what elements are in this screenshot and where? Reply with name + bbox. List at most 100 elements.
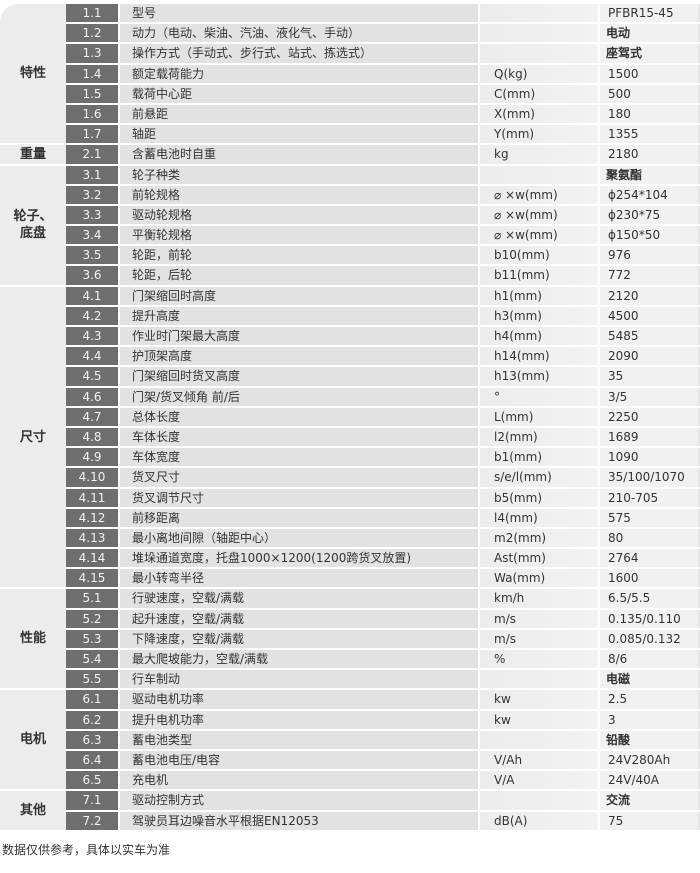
row-unit <box>480 24 598 43</box>
group-label: 电机 <box>0 690 66 790</box>
row-value: 500 <box>600 84 700 103</box>
spec-group: 轮子、 底盘 3.1 轮子种类 聚氨酯 3.2 前轮规格 ⌀ ×w(mm) ϕ254*104 3… <box>0 165 700 287</box>
row-description: 提升电机功率 <box>120 710 478 729</box>
row-value: 2250 <box>600 407 700 426</box>
row-unit <box>480 791 598 810</box>
spec-group: 电机 6.1 驱动电机功率 kw 2.5 6.2 提升电机功率 kw 3 6.3 蓄电池类型 铅酸 6.… <box>0 690 700 792</box>
row-number: 5.4 <box>66 650 118 669</box>
table-row: 4.9 车体宽度 b1(mm) 1090 <box>66 448 700 469</box>
row-value: 1090 <box>600 448 700 467</box>
row-description: 驱动控制方式 <box>120 791 478 810</box>
row-value: 1600 <box>600 569 700 588</box>
row-unit <box>480 165 598 184</box>
row-unit: m/s <box>480 629 598 648</box>
row-unit: b5(mm) <box>480 488 598 507</box>
row-value: 4500 <box>600 306 700 325</box>
row-number: 4.10 <box>66 468 118 487</box>
row-description: 前悬距 <box>120 104 478 124</box>
row-number: 1.2 <box>66 24 118 43</box>
row-unit: h1(mm) <box>480 286 598 305</box>
row-value: 2090 <box>600 347 700 366</box>
row-number: 5.3 <box>66 629 118 648</box>
table-row: 4.14 堆垛通道宽度，托盘1000×1200(1200跨货叉放置) Ast(mm)… <box>66 549 700 570</box>
table-row: 4.10 货叉尺寸 s/e/l(mm) 35/100/1070 <box>66 468 700 489</box>
row-number: 5.5 <box>66 670 118 689</box>
row-description: 最小转弯半径 <box>120 569 478 588</box>
table-row: 5.2 起升速度，空载/满载 m/s 0.135/0.110 <box>66 609 700 630</box>
row-unit: ⌀ ×w(mm) <box>480 205 598 225</box>
row-unit <box>480 4 598 23</box>
row-unit: X(mm) <box>480 104 598 124</box>
row-value: 2180 <box>600 145 700 164</box>
row-description: 作业时门架最大高度 <box>120 327 478 346</box>
row-value: 电动 <box>600 24 700 43</box>
table-row: 5.4 最大爬坡能力，空载/满载% 8/6 <box>66 650 700 671</box>
row-description: 行驶速度，空载/满载 <box>120 589 478 608</box>
row-number: 6.2 <box>66 710 118 729</box>
row-value: 2764 <box>600 549 700 568</box>
row-value: 772 <box>600 266 700 285</box>
row-value: 210-705 <box>600 488 700 507</box>
row-unit <box>480 670 598 689</box>
row-value: PFBR15-45 <box>600 4 700 23</box>
spec-group: 重量 2.1 含蓄电池时自重 kg 2180 <box>0 145 700 166</box>
row-unit: % <box>480 650 598 669</box>
row-number: 4.4 <box>66 347 118 366</box>
row-unit: h4(mm) <box>480 327 598 346</box>
table-row: 6.2 提升电机功率 kw 3 <box>66 710 700 731</box>
table-row: 4.2 提升高度 h3(mm) 4500 <box>66 306 700 327</box>
row-description: 护顶架高度 <box>120 347 478 366</box>
row-description: 载荷中心距 <box>120 84 478 103</box>
row-number: 1.5 <box>66 84 118 103</box>
row-unit: Ast(mm) <box>480 549 598 568</box>
row-unit: ⌀ ×w(mm) <box>480 226 598 245</box>
row-description: 驱动轮规格 <box>120 205 478 225</box>
row-description: 门架缩回时货叉高度 <box>120 367 478 386</box>
row-value: 35 <box>600 367 700 386</box>
row-description: 货叉尺寸 <box>120 468 478 487</box>
row-number: 4.5 <box>66 367 118 386</box>
row-description: 最小离地间隙（轴距中心） <box>120 528 478 548</box>
row-description: 门架/货叉倾角 前/后 <box>120 387 478 406</box>
row-number: 6.4 <box>66 750 118 770</box>
row-value: 3/5 <box>600 387 700 406</box>
table-row: 7.2 驾驶员耳边噪音水平根据EN12053 dB(A) 75 <box>66 811 700 830</box>
row-unit: m/s <box>480 609 598 628</box>
row-unit: m2(mm) <box>480 528 598 548</box>
table-row: 5.5 行车制动 电磁 <box>66 670 700 689</box>
row-description: 车体长度 <box>120 427 478 447</box>
spec-table: 特性 1.1 型号 PFBR15-45 1.2 动力（电动、柴油、汽油、液化气、手动） 电动… <box>0 4 700 832</box>
spec-group: 性能 5.1 行驶速度，空载/满载 km/h 6.5/5.5 5.2 起升速度，空载/满载 m… <box>0 589 700 691</box>
group-label: 尺寸 <box>0 286 66 588</box>
row-description: 驱动电机功率 <box>120 690 478 709</box>
row-description: 蓄电池类型 <box>120 730 478 749</box>
row-number: 1.7 <box>66 125 118 144</box>
table-row: 6.4 蓄电池电压/电容 V/Ah 24V280Ah <box>66 750 700 772</box>
row-value: 聚氨酯 <box>600 165 700 184</box>
table-row: 5.3 下降速度，空载/满载 m/s 0.085/0.132 <box>66 629 700 650</box>
table-row: 6.3 蓄电池类型 铅酸 <box>66 730 700 751</box>
row-unit: kg <box>480 145 598 164</box>
row-number: 7.1 <box>66 791 118 810</box>
row-value: 2.5 <box>600 690 700 709</box>
row-number: 5.1 <box>66 589 118 608</box>
row-number: 4.13 <box>66 528 118 548</box>
table-row: 4.1 门架缩回时高度 h1(mm) 2120 <box>66 286 700 307</box>
row-unit: Q(kg) <box>480 64 598 83</box>
row-number: 3.2 <box>66 185 118 204</box>
row-description: 堆垛通道宽度，托盘1000×1200(1200跨货叉放置) <box>120 549 478 568</box>
group-label: 重量 <box>0 145 66 164</box>
row-value: 8/6 <box>600 650 700 669</box>
row-unit: ° <box>480 387 598 406</box>
row-number: 3.1 <box>66 165 118 184</box>
row-description: 操作方式（手动式、步行式、站式、拣选式） <box>120 44 478 63</box>
row-value: 5485 <box>600 327 700 346</box>
spec-group: 特性 1.1 型号 PFBR15-45 1.2 动力（电动、柴油、汽油、液化气、手动） 电动… <box>0 4 700 146</box>
table-row: 4.12 前移距离 l4(mm) 575 <box>66 508 700 529</box>
row-number: 3.5 <box>66 246 118 265</box>
row-value: 75 <box>600 811 700 830</box>
row-number: 6.3 <box>66 730 118 749</box>
row-value: ϕ254*104 <box>600 185 700 204</box>
row-description: 最大爬坡能力，空载/满载 <box>120 650 478 669</box>
row-number: 1.4 <box>66 64 118 83</box>
